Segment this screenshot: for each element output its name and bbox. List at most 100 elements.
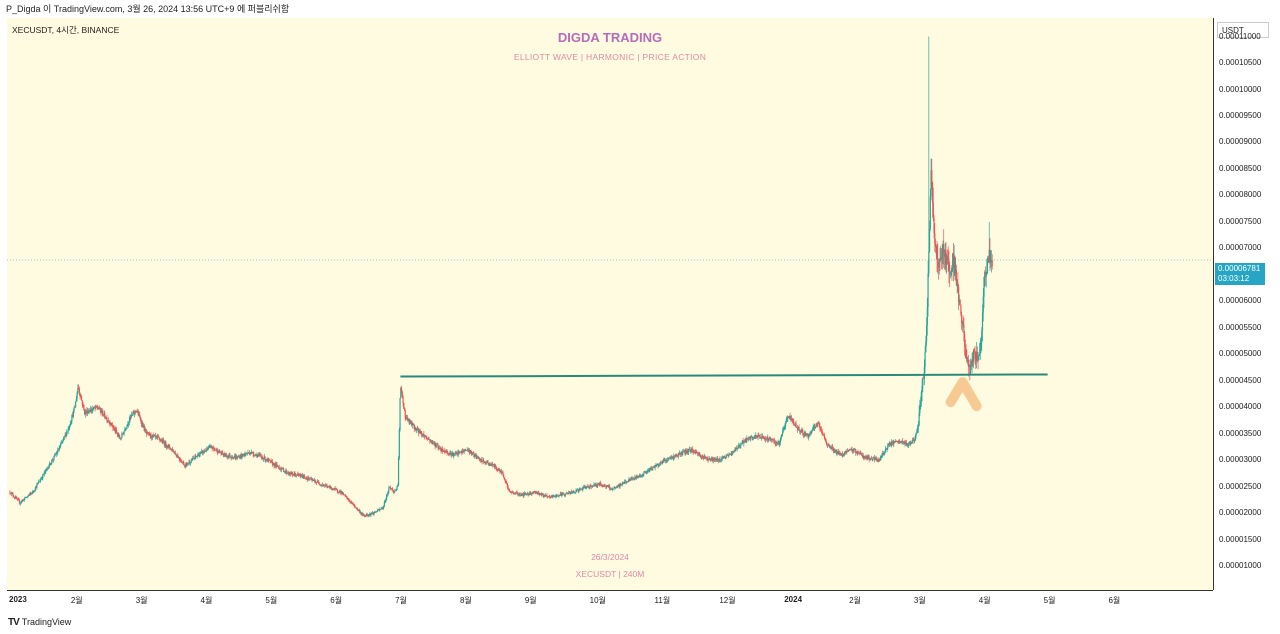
candle-body bbox=[610, 488, 612, 490]
candle-body bbox=[759, 436, 761, 438]
candle-body bbox=[761, 436, 764, 438]
candle-body bbox=[412, 423, 414, 426]
candle-body bbox=[199, 452, 201, 455]
candle-body bbox=[351, 503, 353, 505]
candle-body bbox=[171, 449, 174, 452]
candle-body bbox=[896, 441, 899, 442]
candle-body bbox=[113, 427, 115, 429]
tradingview-logo[interactable]: TV TradingView bbox=[8, 617, 71, 628]
currency-selector[interactable]: USDT bbox=[1217, 22, 1269, 38]
candle-body bbox=[33, 491, 35, 492]
time-axis[interactable] bbox=[7, 590, 1213, 611]
candle-body bbox=[535, 492, 538, 494]
candle-body bbox=[27, 495, 29, 497]
candle-body bbox=[696, 452, 698, 454]
candle-body bbox=[959, 300, 961, 305]
candle-body bbox=[512, 492, 515, 494]
candle-body bbox=[832, 446, 834, 449]
candle-body bbox=[988, 249, 990, 263]
candle-body bbox=[157, 436, 159, 438]
candle-body bbox=[440, 450, 442, 452]
candle-body bbox=[574, 492, 576, 494]
candle-body bbox=[196, 455, 198, 457]
time-tick-label: 12월 bbox=[719, 596, 736, 605]
candle-body bbox=[609, 486, 611, 489]
candle-body bbox=[407, 419, 409, 421]
candle-body bbox=[267, 458, 269, 461]
candle-body bbox=[89, 409, 92, 413]
candle-body bbox=[817, 422, 819, 424]
candle-body bbox=[747, 438, 749, 440]
candle-body bbox=[612, 488, 614, 490]
candle-body bbox=[471, 452, 473, 455]
candle-body bbox=[362, 513, 364, 516]
candle-body bbox=[230, 456, 233, 458]
candle-body bbox=[250, 453, 252, 455]
candle-body bbox=[782, 429, 784, 431]
candle-body bbox=[343, 494, 345, 496]
candle-body bbox=[191, 460, 193, 462]
candle-body bbox=[694, 451, 696, 454]
candle-body bbox=[964, 346, 966, 350]
candle-body bbox=[42, 474, 45, 476]
candle-body bbox=[989, 249, 991, 263]
candle-body bbox=[186, 462, 188, 465]
candle-body bbox=[639, 475, 641, 477]
candle-body bbox=[556, 495, 559, 497]
candle-body bbox=[410, 423, 412, 424]
chart-pane[interactable] bbox=[7, 18, 1213, 590]
candle-body bbox=[727, 455, 729, 456]
candle-body bbox=[381, 508, 383, 510]
symbol-legend[interactable]: XECUSDT, 4시간, BINANCE bbox=[12, 25, 120, 35]
candle-body bbox=[599, 482, 601, 485]
candle-body bbox=[321, 484, 323, 486]
candle-body bbox=[530, 493, 532, 495]
candle-body bbox=[439, 448, 441, 451]
candle-body bbox=[144, 429, 146, 431]
candle-body bbox=[746, 438, 748, 442]
candle-body bbox=[359, 510, 361, 513]
candle-body bbox=[368, 515, 370, 516]
candle-body bbox=[906, 444, 908, 446]
candle-body bbox=[705, 456, 708, 458]
candle-body bbox=[717, 458, 719, 461]
candle-body bbox=[636, 476, 638, 479]
candle-body bbox=[497, 469, 499, 471]
candle-body bbox=[16, 498, 19, 500]
candle-body bbox=[587, 486, 589, 488]
candle-body bbox=[456, 453, 458, 455]
candle-body bbox=[644, 471, 647, 473]
candle-body bbox=[874, 459, 876, 461]
candle-body bbox=[197, 454, 199, 456]
time-tick-label: 4월 bbox=[200, 596, 213, 605]
candle-body bbox=[339, 490, 341, 493]
candle-body bbox=[278, 467, 280, 469]
candle-body bbox=[383, 501, 385, 507]
candle-body bbox=[623, 482, 625, 484]
candle-body bbox=[565, 492, 567, 494]
candle-body bbox=[282, 467, 284, 470]
candle-body bbox=[941, 250, 943, 260]
price-axis[interactable] bbox=[1213, 18, 1280, 590]
candle-body bbox=[128, 420, 130, 423]
candle-body bbox=[157, 436, 160, 438]
candle-body bbox=[125, 427, 127, 430]
candle-body bbox=[507, 487, 509, 489]
price-tick-label: 0.00004500 bbox=[1219, 375, 1262, 385]
candle-body bbox=[543, 495, 545, 497]
candle-body bbox=[204, 450, 206, 452]
candle-body bbox=[704, 456, 706, 457]
candle-body bbox=[669, 457, 671, 459]
candle-body bbox=[792, 420, 794, 422]
candle-body bbox=[482, 459, 484, 462]
candle-body bbox=[794, 423, 796, 425]
candle-body bbox=[178, 457, 180, 460]
candle-body bbox=[579, 489, 581, 491]
candle-body bbox=[608, 486, 610, 488]
candle-body bbox=[560, 493, 562, 496]
candle-body bbox=[492, 464, 494, 466]
candle-body bbox=[275, 464, 277, 467]
candle-body bbox=[215, 450, 217, 451]
candle-body bbox=[238, 456, 240, 458]
candle-body bbox=[441, 448, 443, 452]
